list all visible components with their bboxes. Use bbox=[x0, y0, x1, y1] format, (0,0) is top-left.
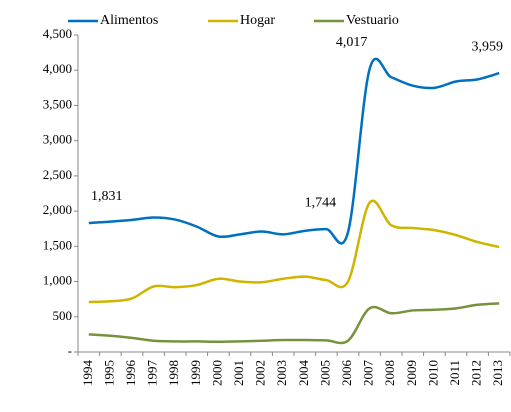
x-tick-label: 2001 bbox=[231, 360, 246, 386]
x-tick-label: 2008 bbox=[382, 360, 397, 386]
series-line bbox=[88, 302, 500, 345]
x-tick-label: 1998 bbox=[166, 360, 181, 386]
data-label: 1,831 bbox=[91, 189, 123, 204]
x-tick-label: 2006 bbox=[339, 360, 354, 387]
y-tick-label: - bbox=[68, 343, 72, 358]
y-tick-label: 2,500 bbox=[43, 167, 72, 182]
x-tick-label: 2013 bbox=[490, 360, 505, 386]
y-tick-label: 3,500 bbox=[43, 96, 72, 111]
x-tick-label: 2009 bbox=[404, 360, 419, 386]
y-tick-label: 4,000 bbox=[43, 61, 72, 76]
legend-label: Vestuario bbox=[346, 13, 399, 28]
x-tick-label: 1994 bbox=[80, 360, 95, 387]
x-tick-label: 1996 bbox=[123, 360, 138, 387]
series-line bbox=[88, 199, 500, 304]
y-tick-label: 1,500 bbox=[43, 237, 72, 252]
y-tick-label: 500 bbox=[53, 308, 73, 323]
x-tick-label: 2012 bbox=[469, 360, 484, 386]
x-tick-label: 2010 bbox=[425, 360, 440, 386]
data-label: 4,017 bbox=[336, 35, 368, 50]
data-label: 1,744 bbox=[305, 195, 337, 210]
x-tick-label: 2007 bbox=[361, 360, 376, 387]
x-tick-label: 2003 bbox=[274, 360, 289, 386]
legend-label: Alimentos bbox=[100, 13, 158, 28]
x-tick-label: 2011 bbox=[447, 360, 462, 386]
data-label: 3,959 bbox=[471, 39, 503, 54]
x-tick-label: 1999 bbox=[188, 360, 203, 386]
y-tick-label: 4,500 bbox=[43, 26, 72, 41]
series-line bbox=[88, 57, 500, 245]
x-tick-label: 2005 bbox=[317, 360, 332, 386]
y-tick-label: 2,000 bbox=[43, 202, 72, 217]
x-tick-label: 1995 bbox=[101, 360, 116, 386]
legend-label: Hogar bbox=[240, 13, 275, 28]
y-tick-label: 1,000 bbox=[43, 273, 72, 288]
y-tick-label: 3,000 bbox=[43, 132, 72, 147]
x-tick-label: 1997 bbox=[145, 360, 160, 387]
x-tick-label: 2004 bbox=[296, 360, 311, 387]
x-tick-label: 2000 bbox=[209, 360, 224, 386]
x-tick-label: 2002 bbox=[253, 360, 268, 386]
